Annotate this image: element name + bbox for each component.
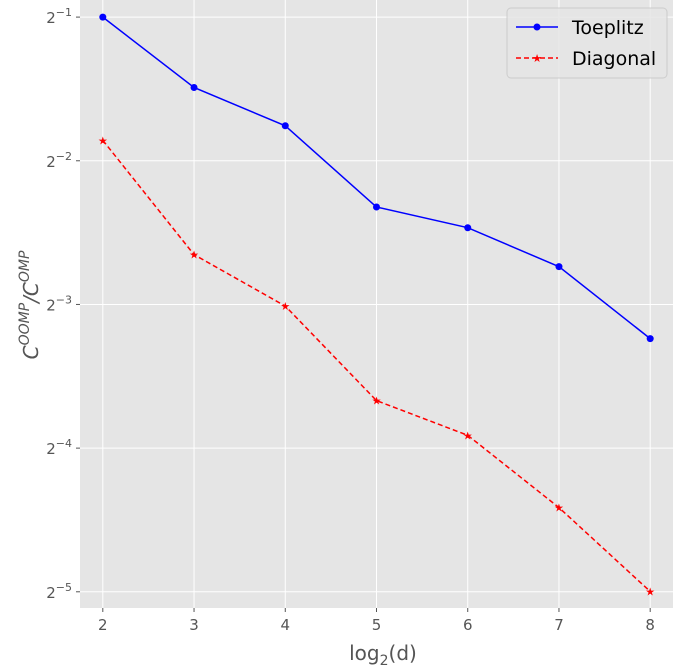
legend-label-toeplitz: Toeplitz — [571, 17, 644, 39]
data-point-toeplitz — [555, 263, 562, 270]
data-point-diagonal: ★ — [98, 134, 108, 147]
data-point-toeplitz — [99, 14, 106, 21]
data-point-toeplitz — [191, 84, 198, 91]
y-axis-label-sup-oomp: OOMP — [17, 302, 33, 345]
legend-marker-toeplitz — [534, 24, 541, 31]
y-axis-label: COOMP/COMP — [17, 250, 43, 359]
data-point-diagonal: ★ — [645, 585, 655, 598]
y-tick-label: 2−3 — [46, 293, 72, 314]
data-point-diagonal: ★ — [554, 502, 564, 515]
data-point-toeplitz — [464, 224, 471, 231]
y-axis-label-base: C — [19, 345, 43, 359]
y-tick-label: 2−2 — [46, 150, 72, 171]
y-axis-label-sup-omp: OMP — [17, 250, 33, 282]
x-axis-label: log2(d) — [349, 641, 417, 669]
x-tick-label: 5 — [372, 616, 382, 634]
y-tick-label: 2−4 — [46, 437, 72, 458]
legend-marker-diagonal: ★ — [532, 52, 542, 65]
x-tick-label: 6 — [463, 616, 473, 634]
data-point-toeplitz — [647, 335, 654, 342]
y-tick-label: 2−5 — [46, 581, 72, 602]
x-tick-label: 7 — [554, 616, 564, 634]
x-tick-label: 3 — [189, 616, 199, 634]
data-point-diagonal: ★ — [280, 300, 290, 313]
data-point-diagonal: ★ — [372, 395, 382, 408]
data-point-toeplitz — [282, 122, 289, 129]
x-axis-label-subscript: 2 — [380, 653, 389, 669]
x-axis-ticks: 2 3 4 5 6 7 8 — [98, 608, 655, 634]
x-tick-label: 8 — [645, 616, 655, 634]
y-tick-label: 2−1 — [46, 6, 72, 27]
x-tick-label: 2 — [98, 616, 108, 634]
legend-label-diagonal: Diagonal — [572, 48, 656, 70]
data-point-diagonal: ★ — [189, 249, 199, 262]
legend: Toeplitz ★ Diagonal — [507, 8, 667, 78]
data-point-diagonal: ★ — [463, 429, 473, 442]
y-axis-label-separator: /C — [19, 282, 43, 305]
x-tick-label: 4 — [280, 616, 290, 634]
y-axis-ticks: 2−1 2−2 2−3 2−4 2−5 — [46, 6, 80, 602]
x-axis-label-log: log — [349, 641, 380, 665]
x-axis-label-argument: (d) — [389, 641, 417, 665]
data-point-toeplitz — [373, 204, 380, 211]
